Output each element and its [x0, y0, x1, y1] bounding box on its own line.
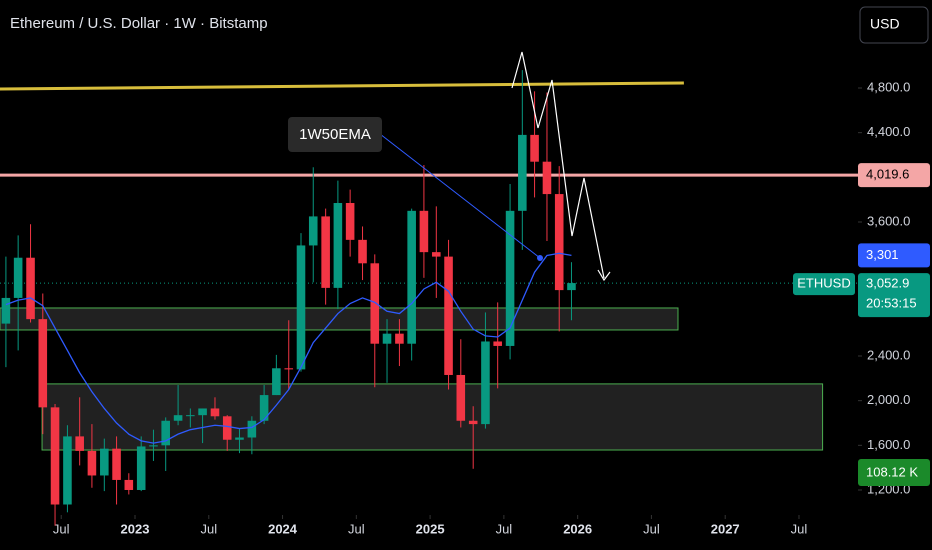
candle-body [382, 333, 392, 344]
candle-body [444, 256, 453, 375]
x-tick-label: Jul [496, 521, 513, 536]
countdown-text: 20:53:15 [866, 296, 917, 311]
candle-body [13, 257, 23, 298]
candle-body [432, 252, 441, 257]
annotation-box [288, 117, 382, 152]
x-tick-label: 2024 [268, 521, 298, 536]
x-tick-label: 2025 [416, 521, 445, 536]
y-tick-label: 2,400.0 [867, 347, 910, 362]
currency-label[interactable]: USD [870, 16, 900, 32]
candle-body [149, 445, 158, 447]
x-tick-label: 2023 [121, 521, 150, 536]
last-price-box [858, 273, 930, 318]
volume-box [858, 459, 930, 486]
x-tick-label: 2027 [711, 521, 740, 536]
trendline [0, 81, 684, 91]
candle-body [100, 448, 109, 476]
annotation-anchor [537, 255, 543, 261]
projection-path [511, 51, 605, 279]
candle-body [63, 436, 72, 505]
candle-body [284, 368, 294, 370]
candle-body [518, 134, 527, 211]
candle-body [124, 479, 134, 490]
candle-body [173, 415, 183, 421]
x-tick-label: 2026 [563, 521, 592, 536]
y-tick-label: 3,600.0 [867, 213, 910, 228]
chart-title: Ethereum / U.S. Dollar · 1W · Bitstamp [10, 15, 268, 32]
y-tick-label: 4,400.0 [867, 124, 910, 139]
candle-body [222, 416, 232, 440]
x-tick-label: Jul [791, 521, 808, 536]
candle-body [136, 446, 146, 490]
candle-body [272, 368, 281, 396]
x-tick-label: Jul [53, 521, 70, 536]
candle-body [247, 420, 257, 438]
candle-body [567, 283, 576, 291]
candle-body [481, 341, 490, 425]
candle-body [259, 395, 269, 421]
x-tick-label: Jul [643, 521, 660, 536]
candle-body [198, 408, 207, 416]
last-price-text: 3,052.9 [866, 276, 909, 291]
candle-body [456, 374, 466, 421]
candle-body [395, 333, 404, 344]
ema-label-box [858, 243, 930, 268]
y-tick-label: 1,600.0 [867, 437, 910, 452]
candle-body [112, 448, 121, 480]
ema-label-text: 3,301 [866, 247, 899, 262]
resistance-label-text: 4,019.6 [866, 167, 909, 182]
zone [0, 307, 679, 331]
annotation-text: 1W50EMA [299, 126, 371, 143]
candle-body [1, 297, 11, 324]
x-tick-label: Jul [348, 521, 365, 536]
candle-body [542, 161, 552, 195]
y-tick-label: 2,000.0 [867, 392, 910, 407]
ema-line [5, 252, 572, 444]
candle-body [345, 203, 355, 240]
candle-body [210, 408, 220, 417]
candle-body [493, 341, 502, 346]
candle-body [468, 420, 478, 425]
annotation-connector [379, 133, 541, 259]
projection-arrowhead [597, 269, 611, 282]
candle-body [38, 319, 48, 408]
candle-body [321, 216, 330, 288]
candle-body [358, 239, 367, 264]
volume-text: 108.12 K [866, 464, 918, 479]
candle-body [333, 203, 343, 288]
y-tick-label: 4,800.0 [867, 79, 910, 94]
candle-body [26, 257, 35, 320]
candle-body [296, 245, 306, 370]
candle-body [87, 450, 97, 476]
candle-body [161, 420, 170, 446]
candle-body [419, 210, 429, 253]
currency-button[interactable] [859, 6, 929, 44]
candle-body [505, 210, 515, 346]
symbol-box [793, 273, 855, 296]
symbol-text: ETHUSD [797, 276, 850, 291]
candle-body [554, 194, 564, 291]
candle-body [75, 436, 84, 451]
candle-body [235, 437, 244, 440]
x-tick-label: Jul [200, 521, 217, 536]
candle-body [530, 134, 539, 162]
zone [41, 383, 824, 451]
candle-body [370, 263, 380, 344]
candle-body [308, 216, 318, 246]
plot-area [0, 70, 858, 526]
candle-body [407, 210, 416, 344]
resistance-label-box [858, 163, 930, 188]
candle-body [50, 407, 60, 505]
candle-body [186, 415, 195, 417]
